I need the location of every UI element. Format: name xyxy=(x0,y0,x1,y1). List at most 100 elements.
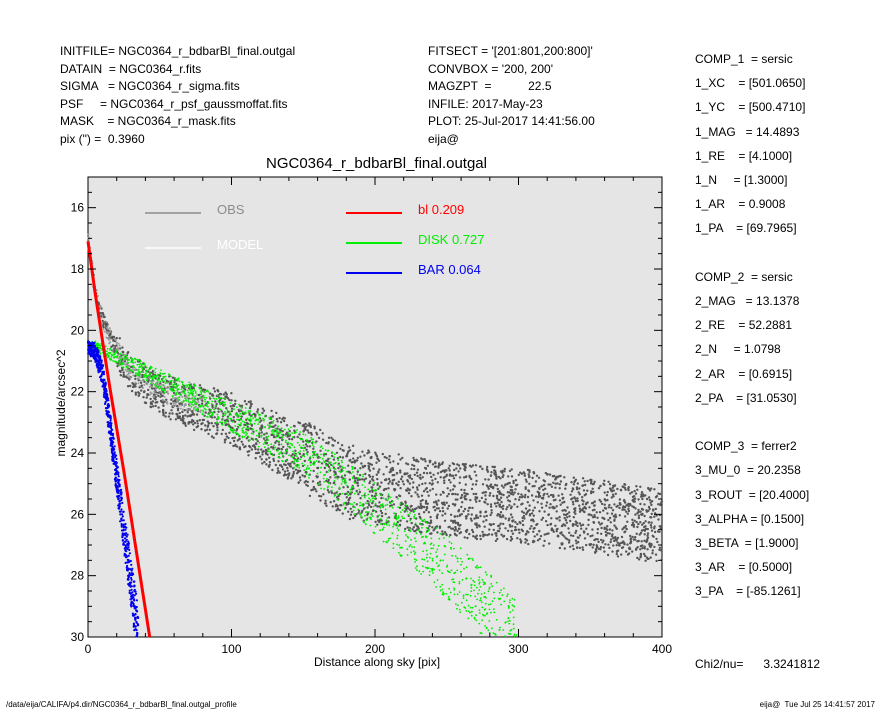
disk-point xyxy=(453,589,455,591)
obs-profile-point xyxy=(146,383,148,385)
obs-point xyxy=(496,538,498,540)
obs-point xyxy=(291,438,293,440)
obs-point xyxy=(655,553,657,555)
obs-point xyxy=(233,440,235,442)
obs-point xyxy=(577,482,579,484)
obs-point xyxy=(613,503,615,505)
disk-point xyxy=(132,370,134,372)
obs-point xyxy=(244,400,246,402)
obs-point xyxy=(525,533,527,535)
obs-point xyxy=(354,515,356,517)
obs-point xyxy=(280,421,282,423)
disk-point xyxy=(159,381,161,383)
obs-point xyxy=(561,543,563,545)
disk-point xyxy=(239,416,241,418)
obs-point xyxy=(102,312,104,314)
disk-point xyxy=(466,566,468,568)
obs-point xyxy=(359,474,361,476)
disk-point xyxy=(323,453,325,455)
disk-point xyxy=(207,406,209,408)
obs-point xyxy=(135,393,137,395)
bar-point xyxy=(120,511,122,513)
obs-point xyxy=(230,392,232,394)
disk-point xyxy=(203,390,205,392)
obs-point xyxy=(193,429,195,431)
disk-point xyxy=(460,564,462,566)
obs-point xyxy=(249,446,251,448)
obs-point xyxy=(525,488,527,490)
disk-point xyxy=(187,392,189,394)
obs-point xyxy=(111,336,113,338)
bar-point xyxy=(110,431,112,433)
obs-point xyxy=(449,469,451,471)
disk-point xyxy=(99,347,101,349)
obs-point xyxy=(299,479,301,481)
obs-point xyxy=(396,472,398,474)
disk-point xyxy=(388,538,390,540)
disk-point xyxy=(271,432,273,434)
disk-point xyxy=(244,421,246,423)
obs-point xyxy=(572,525,574,527)
obs-point xyxy=(397,463,399,465)
obs-point xyxy=(293,425,295,427)
obs-profile-point xyxy=(101,317,103,319)
obs-point xyxy=(403,483,405,485)
obs-point xyxy=(655,508,657,510)
disk-point xyxy=(145,376,147,378)
obs-point xyxy=(458,524,460,526)
disk-point xyxy=(405,534,407,536)
obs-point xyxy=(454,515,456,517)
disk-point xyxy=(172,396,174,398)
obs-point xyxy=(324,500,326,502)
bar-point xyxy=(132,602,134,604)
disk-point xyxy=(442,560,444,562)
disk-point xyxy=(420,573,422,575)
bar-point xyxy=(108,422,110,424)
obs-point xyxy=(310,489,312,491)
obs-point xyxy=(520,540,522,542)
obs-point xyxy=(224,439,226,441)
obs-point xyxy=(243,424,245,426)
obs-point xyxy=(608,504,610,506)
disk-point xyxy=(420,533,422,535)
obs-point xyxy=(380,481,382,483)
obs-point xyxy=(577,537,579,539)
obs-point xyxy=(546,493,548,495)
bar-point xyxy=(87,350,89,352)
disk-point xyxy=(370,499,372,501)
disk-point xyxy=(318,483,320,485)
disk-point xyxy=(145,374,147,376)
bar-point xyxy=(135,628,137,630)
disk-point xyxy=(136,364,138,366)
disk-point xyxy=(429,557,431,559)
obs-point xyxy=(541,519,543,521)
obs-point xyxy=(404,510,406,512)
disk-point xyxy=(398,517,400,519)
disk-point xyxy=(239,409,241,411)
bar-point xyxy=(119,500,121,502)
disk-point xyxy=(157,386,159,388)
obs-point xyxy=(391,483,393,485)
obs-profile-point xyxy=(138,382,140,384)
obs-point xyxy=(419,476,421,478)
bar-point xyxy=(133,585,135,587)
disk-point xyxy=(163,384,165,386)
obs-point xyxy=(596,517,598,519)
disk-point xyxy=(513,605,515,607)
disk-point xyxy=(149,377,151,379)
disk-point xyxy=(123,358,125,360)
obs-point xyxy=(650,487,652,489)
obs-point xyxy=(261,451,263,453)
obs-point xyxy=(565,510,567,512)
obs-point xyxy=(640,555,642,557)
obs-point xyxy=(221,433,223,435)
disk-point xyxy=(368,497,370,499)
disk-point xyxy=(475,614,477,616)
obs-point xyxy=(441,470,443,472)
bar-point xyxy=(115,470,117,472)
obs-point xyxy=(584,484,586,486)
disk-point xyxy=(363,522,365,524)
obs-point xyxy=(532,499,534,501)
disk-point xyxy=(283,452,285,454)
disk-point xyxy=(350,489,352,491)
